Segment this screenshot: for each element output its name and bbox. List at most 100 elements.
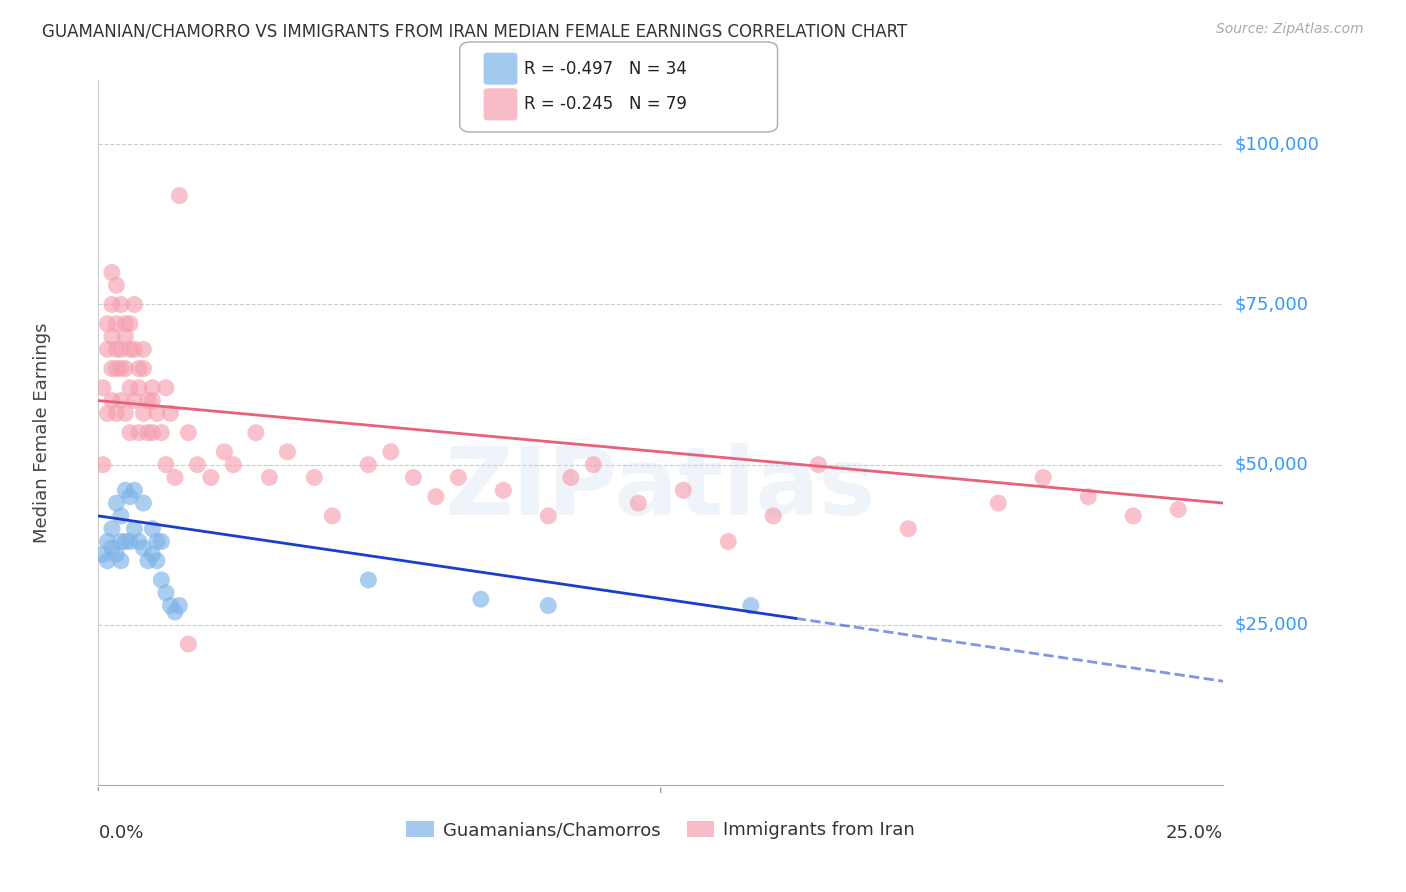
Text: R = -0.497   N = 34: R = -0.497 N = 34 (524, 60, 688, 78)
Point (321, 508, 343, 523)
Point (124, 483, 146, 498)
Point (582, 458, 605, 472)
Point (425, 490, 447, 504)
Point (447, 470, 470, 484)
Point (740, 599, 762, 613)
Point (136, 425, 159, 440)
Point (1077, 490, 1099, 504)
Point (177, 637, 200, 651)
Point (169, 188, 191, 202)
Point (762, 508, 785, 523)
Point (146, 554, 169, 568)
Point (987, 496, 1010, 510)
Point (155, 458, 177, 472)
Point (141, 393, 163, 408)
Point (1122, 508, 1144, 523)
Point (110, 361, 132, 376)
Point (105, 343, 128, 357)
Point (128, 425, 150, 440)
Text: Source: ZipAtlas.com: Source: ZipAtlas.com (1216, 22, 1364, 37)
Text: $100,000: $100,000 (1234, 136, 1319, 153)
Point (91, 381, 114, 395)
Text: $25,000: $25,000 (1234, 615, 1309, 634)
Point (177, 425, 200, 440)
Point (110, 297, 132, 311)
Point (537, 599, 560, 613)
Point (155, 586, 177, 600)
Point (222, 458, 245, 472)
Point (96, 406, 118, 420)
Point (101, 329, 124, 343)
Point (136, 393, 159, 408)
Point (132, 541, 155, 555)
Point (105, 406, 128, 420)
Point (118, 425, 141, 440)
Point (132, 496, 155, 510)
Point (96, 534, 118, 549)
Point (105, 317, 128, 331)
Text: Median Female Earnings: Median Female Earnings (34, 322, 51, 543)
Point (259, 470, 281, 484)
Point (672, 483, 695, 498)
Point (110, 554, 132, 568)
Point (96, 343, 118, 357)
Point (118, 534, 141, 549)
Point (304, 470, 326, 484)
Point (101, 297, 124, 311)
Point (114, 483, 136, 498)
Point (96, 317, 118, 331)
Point (159, 406, 181, 420)
Point (1167, 502, 1189, 516)
Point (118, 343, 141, 357)
Point (1032, 470, 1054, 484)
Point (169, 599, 191, 613)
Text: R = -0.245   N = 79: R = -0.245 N = 79 (524, 95, 688, 113)
Point (186, 458, 208, 472)
Point (146, 534, 169, 549)
Point (124, 522, 146, 536)
Text: GUAMANIAN/CHAMORRO VS IMMIGRANTS FROM IRAN MEDIAN FEMALE EARNINGS CORRELATION CH: GUAMANIAN/CHAMORRO VS IMMIGRANTS FROM IR… (42, 22, 907, 40)
Point (897, 522, 920, 536)
Point (717, 534, 740, 549)
Point (150, 425, 173, 440)
Text: 0.0%: 0.0% (98, 823, 143, 842)
Point (118, 490, 141, 504)
Point (141, 522, 163, 536)
Point (132, 361, 155, 376)
Point (402, 470, 425, 484)
Point (101, 541, 124, 555)
Point (537, 508, 560, 523)
Point (118, 317, 141, 331)
Point (114, 534, 136, 549)
Point (105, 547, 128, 561)
Point (163, 470, 186, 484)
Point (101, 265, 124, 279)
Point (105, 496, 128, 510)
Point (105, 278, 128, 293)
Point (91, 547, 114, 561)
Text: ZIPatlas: ZIPatlas (446, 443, 876, 535)
Point (105, 361, 128, 376)
Point (357, 573, 380, 587)
Point (110, 343, 132, 357)
Text: $75,000: $75,000 (1234, 295, 1309, 313)
Point (141, 547, 163, 561)
Point (124, 343, 146, 357)
Text: $50,000: $50,000 (1234, 456, 1308, 474)
Point (128, 361, 150, 376)
Point (110, 393, 132, 408)
Point (96, 554, 118, 568)
Point (276, 445, 298, 459)
Point (118, 381, 141, 395)
Point (200, 470, 222, 484)
Point (114, 406, 136, 420)
Point (101, 522, 124, 536)
Point (492, 483, 515, 498)
Point (110, 508, 132, 523)
Point (124, 297, 146, 311)
Point (141, 425, 163, 440)
Point (136, 554, 159, 568)
Point (110, 534, 132, 549)
Point (627, 496, 650, 510)
Point (380, 445, 402, 459)
